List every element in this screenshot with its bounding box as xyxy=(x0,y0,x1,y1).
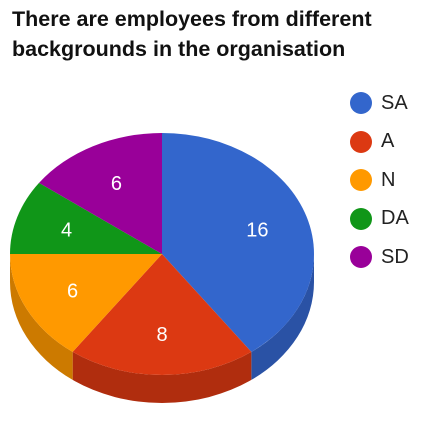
pie-label-da: 4 xyxy=(61,219,72,241)
chart-title-line-2: backgrounds in the organisation xyxy=(12,37,346,61)
legend-item-sd: SD xyxy=(350,238,409,277)
pie-slice-a xyxy=(72,254,252,375)
pie-slice-da xyxy=(10,182,162,254)
pie-slices xyxy=(10,133,314,375)
pie-label-a: 8 xyxy=(156,324,167,346)
pie-slice-n xyxy=(10,254,162,352)
legend-item-a: A xyxy=(350,123,409,162)
pie-label-sd: 6 xyxy=(111,173,122,195)
legend-item-sa: SA xyxy=(350,84,409,123)
pie-slice-sa xyxy=(162,133,314,352)
legend-item-n: N xyxy=(350,161,409,200)
pie-side-a xyxy=(72,351,252,403)
chart-legend: SA A N DA SD xyxy=(350,84,409,277)
legend-label-n: N xyxy=(381,168,396,191)
pie-slice-labels: 16 8 6 4 6 xyxy=(61,173,269,346)
legend-swatch-sa xyxy=(350,92,372,115)
pie-3d-sides xyxy=(10,254,314,403)
legend-label-a: A xyxy=(381,130,395,153)
chart-title-line-1: There are employees from different xyxy=(12,7,372,31)
pie-slice-sd xyxy=(39,133,162,254)
pie-label-sa: 16 xyxy=(246,219,268,241)
legend-swatch-a xyxy=(350,130,372,153)
legend-swatch-sd xyxy=(350,246,372,269)
legend-item-da: DA xyxy=(350,200,409,239)
legend-label-sd: SD xyxy=(381,245,409,268)
legend-label-da: DA xyxy=(381,207,409,230)
legend-swatch-da xyxy=(350,207,372,230)
chart-title: There are employees from different backg… xyxy=(12,4,412,64)
legend-label-sa: SA xyxy=(381,91,408,114)
pie-side-n xyxy=(10,254,73,380)
pie-label-n: 6 xyxy=(67,280,78,302)
legend-swatch-n xyxy=(350,169,372,192)
pie-side-sa xyxy=(251,254,314,380)
